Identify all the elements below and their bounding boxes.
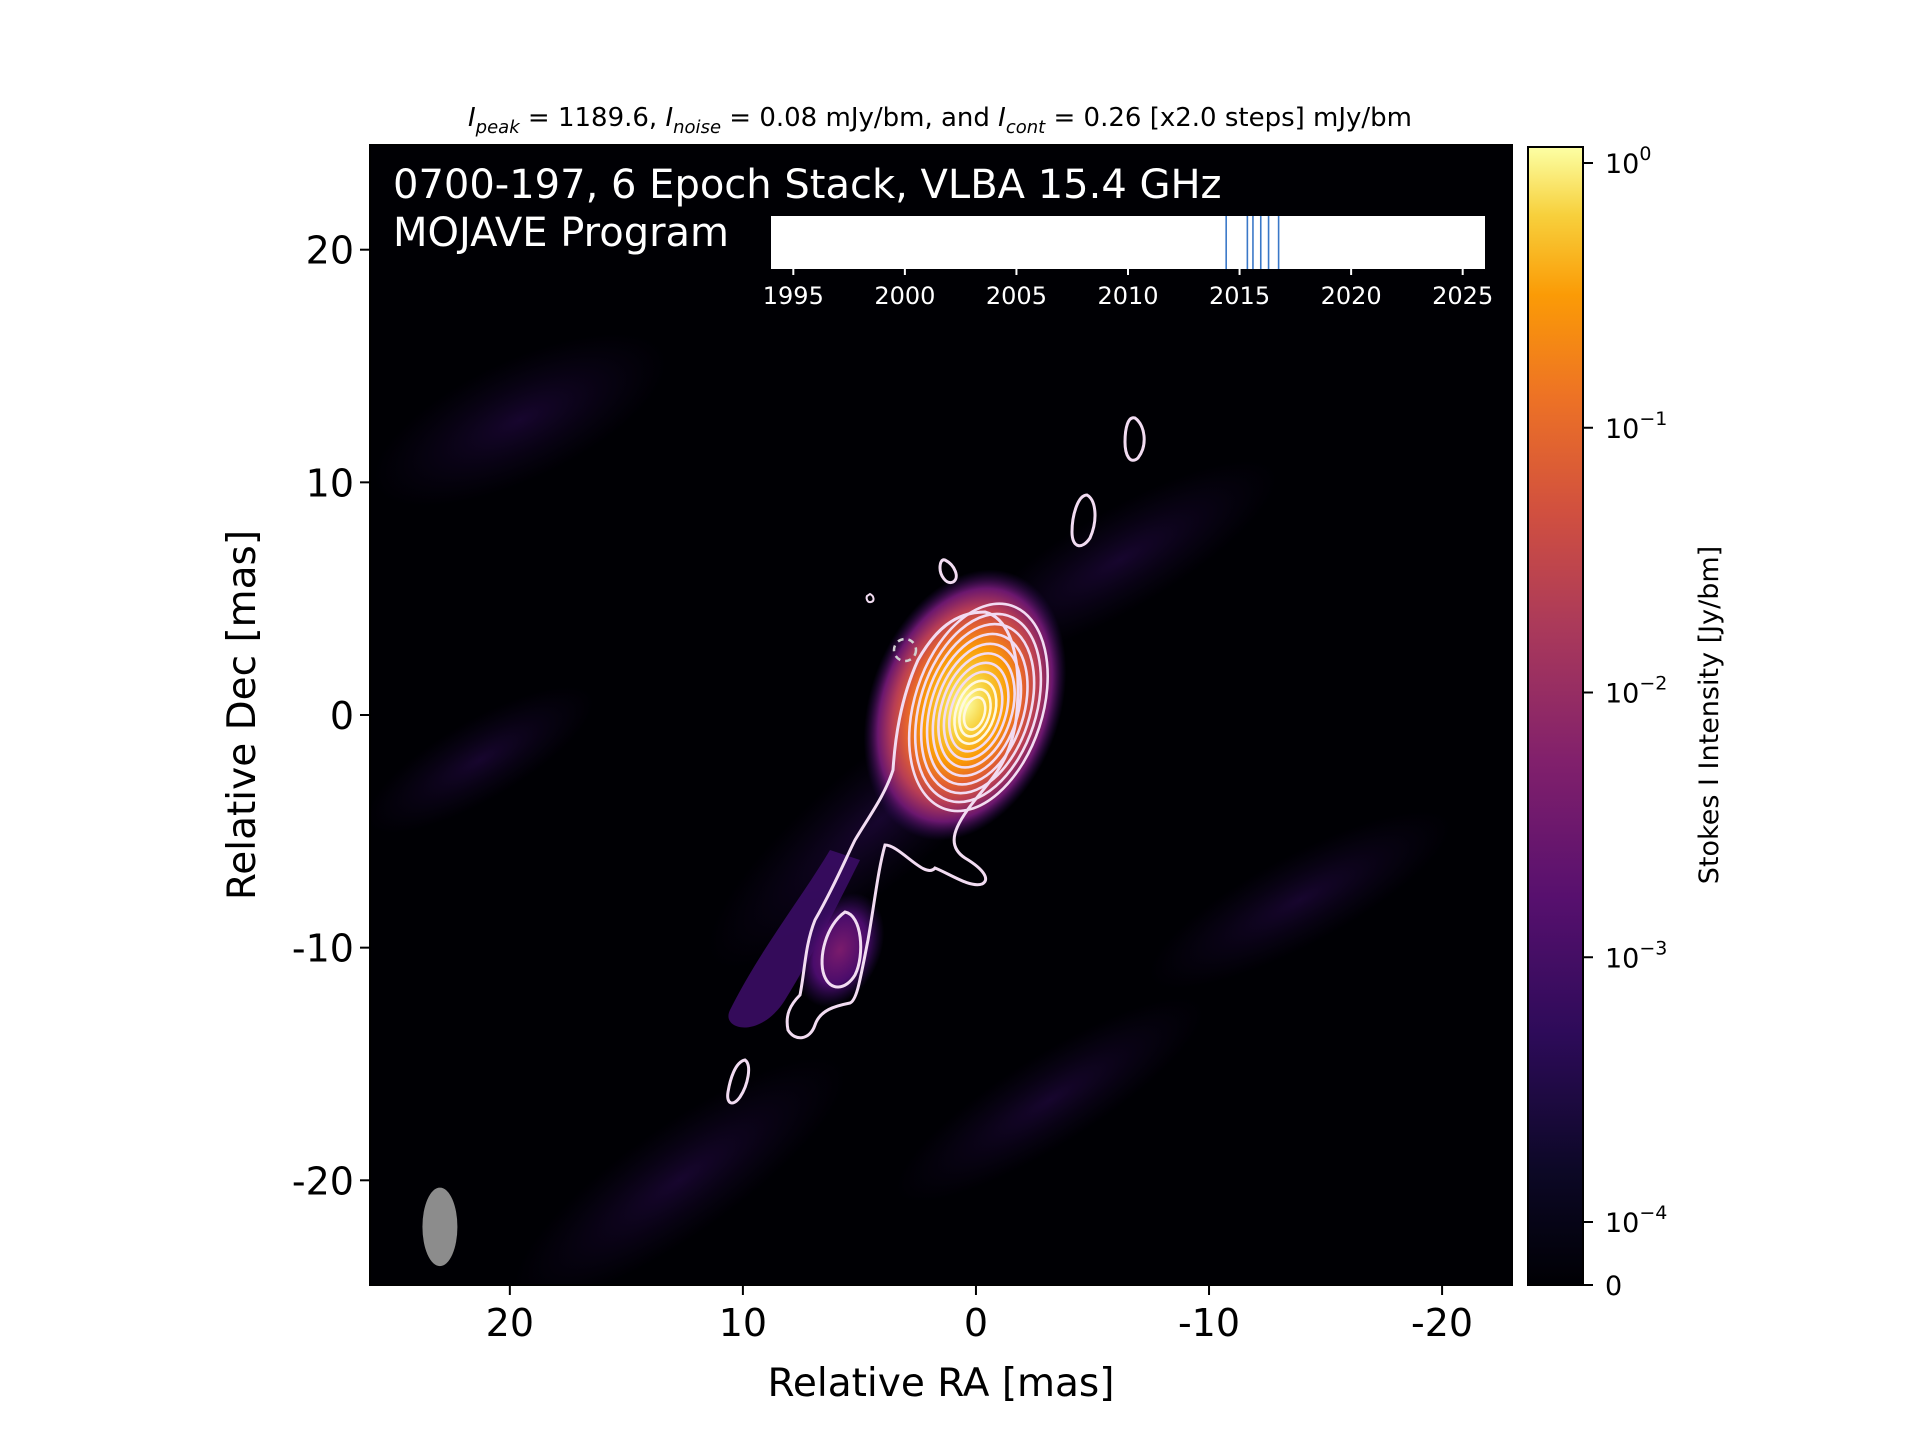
colorbar-fill: [1528, 147, 1583, 1285]
contour-core: [962, 696, 987, 731]
noise-haze: [370, 333, 1452, 1285]
colorbar-tick-label: 0: [1605, 1271, 1622, 1302]
y-tick-label: -10: [292, 927, 354, 971]
contour-core: [919, 622, 1036, 795]
epoch-tick-label: 2010: [1097, 282, 1158, 310]
colorbar-frame: [1527, 146, 1584, 1286]
x-axis-ticks: 20 10 0 -10 -20: [486, 1285, 1473, 1345]
epoch-timeline-box: [771, 216, 1485, 269]
y-tick-label: 0: [330, 694, 354, 738]
x-axis-label: Relative RA [mas]: [768, 1361, 1115, 1406]
epoch-tick-label: 1995: [763, 282, 824, 310]
contour-core-nest: [907, 602, 1049, 813]
x-tick-label: 0: [964, 1301, 988, 1345]
contour-core: [937, 652, 1016, 769]
y-tick-label: -20: [292, 1159, 354, 1203]
y-tick-label: 20: [306, 229, 354, 273]
contour-blob-nw-1: [1123, 416, 1146, 462]
epoch-tick-label: 2025: [1432, 282, 1493, 310]
contour-knot: [820, 910, 863, 989]
y-axis-ticks: 20 10 0 -10 -20: [292, 229, 370, 1203]
stats-header: Ipeak = 1189.6, Inoise = 0.08 mJy/bm, an…: [468, 103, 1412, 138]
epoch-tick-label: 2000: [874, 282, 935, 310]
y-tick-label: 10: [306, 461, 354, 505]
epoch-timeline: 1995 2000 2005 2010 2015 2020 2025: [763, 216, 1493, 310]
x-tick-label: 10: [719, 1301, 767, 1345]
epoch-tick-label: 2005: [986, 282, 1047, 310]
x-tick-label: -20: [1411, 1301, 1473, 1345]
epoch-lines: [1225, 216, 1280, 269]
colorbar-label: Stokes I Intensity [Jy/bm]: [1694, 546, 1725, 884]
contour-negative: [892, 637, 918, 663]
contour-core: [948, 670, 1004, 753]
contour-outer-jet: [785, 610, 1020, 1040]
y-axis-label: Relative Dec [mas]: [220, 530, 265, 900]
contour-blob-sw: [726, 1058, 751, 1105]
colorbar-tick-label: 10−4: [1605, 1202, 1667, 1239]
plot-title-line1: 0700-197, 6 Epoch Stack, VLBA 15.4 GHz: [393, 162, 1222, 208]
colorbar-tick-label: 100: [1605, 143, 1651, 180]
contour-blob-n: [938, 558, 958, 585]
image-panel: 0700-197, 6 Epoch Stack, VLBA 15.4 GHz M…: [292, 144, 1513, 1345]
contour-core: [931, 642, 1023, 778]
contour-core: [913, 612, 1043, 804]
x-tick-label: 20: [486, 1301, 534, 1345]
colorbar-tick-label: 10−1: [1605, 408, 1667, 445]
x-tick-label: -10: [1178, 1301, 1240, 1345]
contour-core: [925, 632, 1029, 786]
contour-blob-nw-2: [1070, 493, 1097, 548]
contour-core: [958, 688, 992, 738]
colorbar-ticks: 100 10−1 10−2 10−3 10−4 0: [1583, 143, 1667, 1302]
contour-blob-tiny: [865, 592, 875, 604]
colorbar-tick-label: 10−3: [1605, 937, 1667, 974]
colorbar-tick-label: 10−2: [1605, 673, 1667, 710]
contour-core: [953, 679, 998, 745]
contours: [726, 416, 1146, 1105]
plot-title-line2: MOJAVE Program: [393, 210, 729, 256]
contour-core: [942, 661, 1010, 761]
epoch-tick-label: 2020: [1321, 282, 1382, 310]
contour-core: [907, 602, 1049, 813]
epoch-ticks: 1995 2000 2005 2010 2015 2020 2025: [763, 269, 1493, 310]
epoch-tick-label: 2015: [1209, 282, 1270, 310]
colorbar: 100 10−1 10−2 10−3 10−4 0 Stokes I Intensity …: [1527, 143, 1725, 1302]
beam-ellipse: [422, 1187, 458, 1267]
